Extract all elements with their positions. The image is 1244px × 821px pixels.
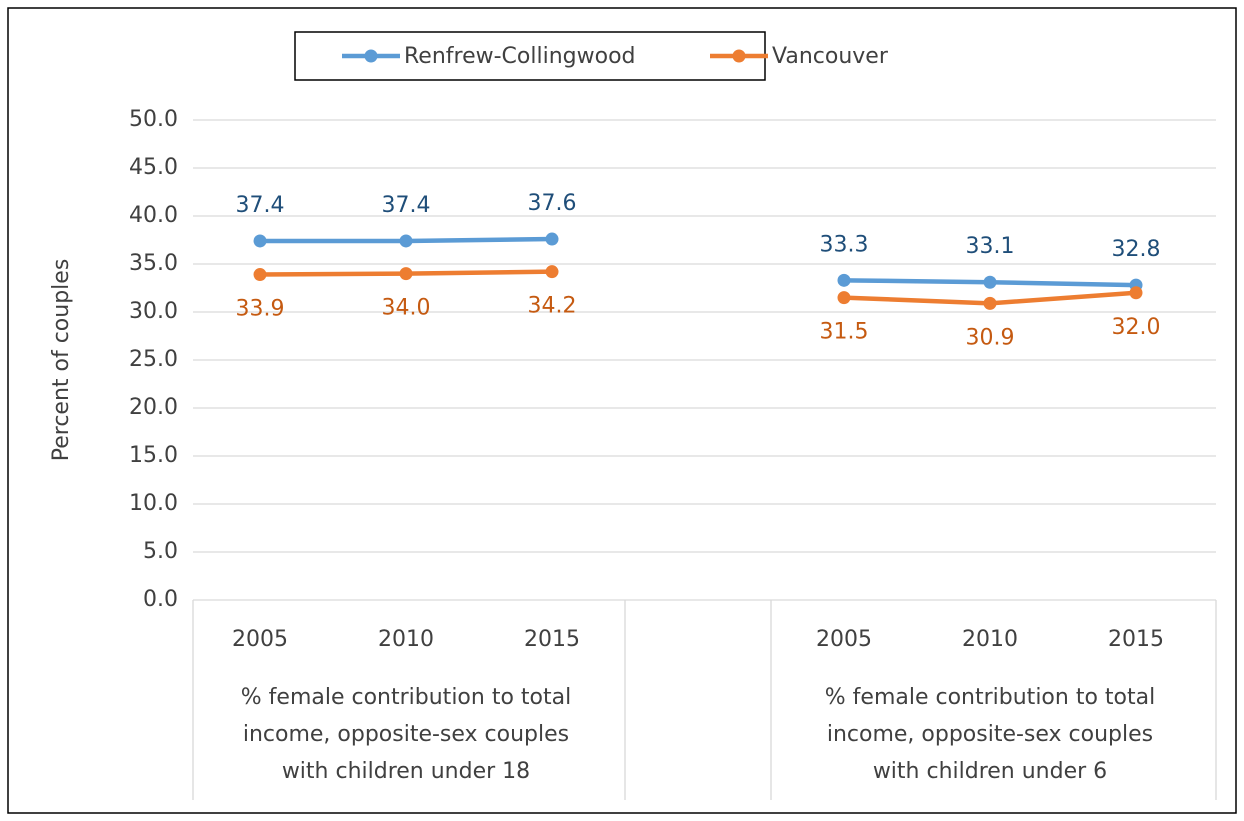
data-point (837, 273, 851, 287)
legend-label: Vancouver (772, 44, 889, 69)
group-label: with children under 18 (282, 759, 530, 784)
data-point (983, 296, 997, 310)
y-tick-label: 15.0 (129, 443, 178, 468)
chart-frame (7, 7, 1237, 814)
legend-marker (364, 49, 378, 63)
y-axis-title: Percent of couples (49, 259, 74, 462)
data-label: 33.3 (820, 232, 869, 257)
data-label: 31.5 (820, 320, 869, 345)
y-tick-label: 50.0 (129, 107, 178, 132)
data-point (545, 232, 559, 246)
data-label: 37.6 (528, 191, 577, 216)
data-point (545, 265, 559, 279)
y-tick-label: 40.0 (129, 203, 178, 228)
data-point (837, 291, 851, 305)
data-point (399, 267, 413, 281)
group-label: % female contribution to total (241, 685, 571, 710)
x-tick-label: 2015 (1108, 627, 1164, 652)
y-tick-label: 5.0 (143, 539, 178, 564)
data-point (1129, 286, 1143, 300)
data-label: 32.0 (1112, 315, 1161, 340)
data-label: 37.4 (236, 193, 285, 218)
data-point (399, 234, 413, 248)
legend-marker (732, 49, 746, 63)
x-tick-label: 2010 (962, 627, 1018, 652)
data-label: 34.0 (382, 296, 431, 321)
data-label: 33.1 (966, 234, 1015, 259)
data-label: 33.9 (236, 297, 285, 322)
group-label: income, opposite-sex couples (827, 722, 1153, 747)
group-label: income, opposite-sex couples (243, 722, 569, 747)
group-label: with children under 6 (873, 759, 1107, 784)
x-tick-label: 2005 (232, 627, 288, 652)
data-point (253, 268, 267, 282)
data-label: 32.8 (1112, 237, 1161, 262)
y-tick-label: 10.0 (129, 491, 178, 516)
group-label: % female contribution to total (825, 685, 1155, 710)
data-label: 34.2 (528, 294, 577, 319)
y-tick-label: 45.0 (129, 155, 178, 180)
x-tick-label: 2015 (524, 627, 580, 652)
legend-label: Renfrew-Collingwood (404, 44, 636, 69)
y-tick-label: 20.0 (129, 395, 178, 420)
y-tick-label: 30.0 (129, 299, 178, 324)
x-tick-label: 2005 (816, 627, 872, 652)
data-point (253, 234, 267, 248)
y-tick-label: 25.0 (129, 347, 178, 372)
y-tick-label: 0.0 (143, 587, 178, 612)
data-point (983, 275, 997, 289)
y-tick-label: 35.0 (129, 251, 178, 276)
x-tick-label: 2010 (378, 627, 434, 652)
data-label: 30.9 (966, 325, 1015, 350)
data-label: 37.4 (382, 193, 431, 218)
